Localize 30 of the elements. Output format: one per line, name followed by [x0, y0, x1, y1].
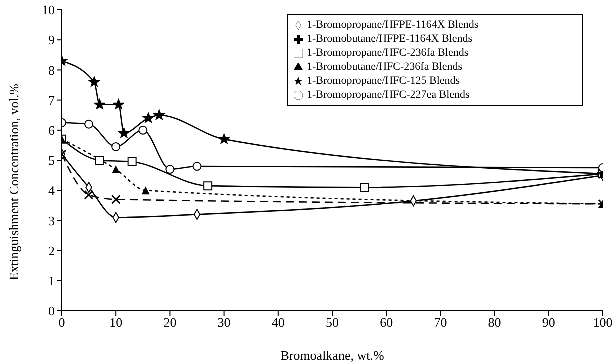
x-tick-label: 20	[164, 315, 177, 330]
y-tick-label: 0	[48, 304, 55, 319]
legend-label: 1-Bromobutane/HFPE-1164X Blends	[307, 33, 472, 45]
x-tick-label: 0	[58, 315, 66, 330]
y-tick-label: 2	[48, 243, 55, 258]
x-tick-label: 70	[434, 315, 448, 330]
y-axis-title: Extinguishment Concentration, vol.%	[6, 84, 22, 280]
legend-label: 1-Bromopropane/HFPE-1164X Blends	[307, 19, 479, 31]
x-tick-label: 90	[542, 315, 556, 330]
x-tick-label: 40	[272, 315, 285, 330]
y-tick-label: 5	[48, 153, 55, 168]
y-tick-label: 4	[48, 183, 56, 198]
legend-label: 1-Bromopropane/HFC-236fa Blends	[307, 47, 469, 59]
y-tick-label: 3	[48, 213, 55, 228]
y-tick-label: 7	[48, 92, 56, 108]
y-tick-label: 10	[42, 2, 55, 18]
x-tick-label: 30	[218, 315, 231, 330]
legend-label: 1-Bromopropane/HFC-227ea Blends	[307, 89, 470, 101]
legend-label: 1-Bromopropane/HFC-125 Blends	[307, 75, 460, 87]
x-tick-label: 100	[593, 315, 612, 330]
x-tick-label: 10	[110, 315, 123, 330]
y-tick-label: 9	[48, 32, 55, 48]
legend-label: 1-Bromobutane/HFC-236fa Blends	[307, 61, 463, 73]
x-axis-title: Bromoalkane, wt.%	[280, 348, 384, 362]
x-tick-label: 50	[326, 315, 339, 330]
x-tick-label: 60	[380, 315, 394, 330]
y-tick-label: 6	[48, 123, 56, 138]
x-tick-label: 80	[488, 315, 502, 330]
y-tick-label: 1	[48, 274, 55, 289]
y-tick-label: 8	[48, 62, 55, 78]
